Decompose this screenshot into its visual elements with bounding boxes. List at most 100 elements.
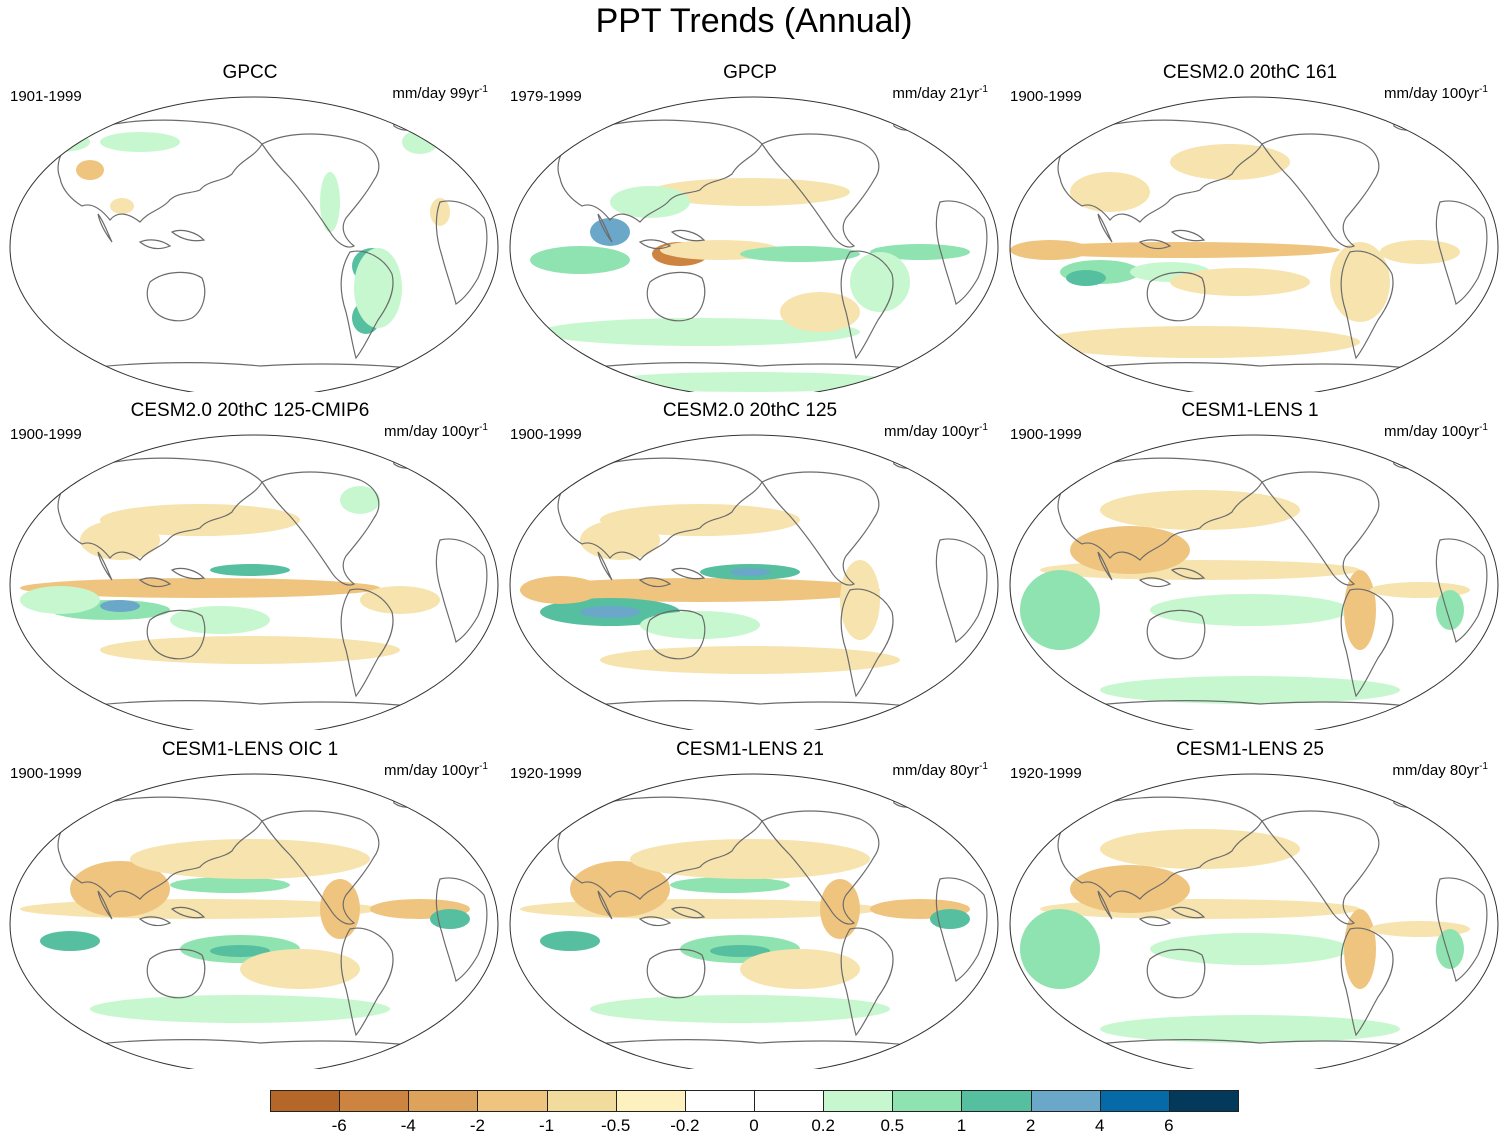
coastline — [1146, 271, 1206, 322]
colorbar-swatch — [270, 1090, 341, 1112]
map-outline — [1009, 773, 1499, 1069]
panel-units-exponent: -1 — [979, 84, 988, 95]
trend-region — [630, 839, 870, 879]
trend-region — [360, 586, 440, 614]
map-panel: CESM2.0 20thC 161 1900-1999 mm/day 100yr-1 — [1000, 62, 1500, 392]
panel-units: mm/day 100yr-1 — [384, 422, 488, 440]
world-map — [1009, 96, 1499, 392]
coastline — [935, 877, 988, 982]
trend-region — [1020, 909, 1100, 989]
map-panel: CESM1-LENS 25 1920-1999 mm/day 80yr-1 — [1000, 739, 1500, 1069]
trend-region — [580, 606, 640, 618]
world-map — [509, 434, 999, 730]
panel-units-base: mm/day 100yr — [884, 423, 980, 440]
colorbar-tick-label: -0.5 — [601, 1116, 631, 1135]
trend-region — [40, 931, 100, 951]
coastline — [646, 271, 706, 322]
colorbar-swatch — [754, 1090, 825, 1112]
coastline — [340, 588, 394, 698]
coastline — [646, 948, 706, 999]
coastline — [59, 700, 441, 711]
coastline — [1170, 229, 1206, 242]
colorbar-tick-label: 1 — [956, 1116, 967, 1135]
trend-region — [740, 949, 860, 989]
coastline — [1097, 213, 1113, 243]
trend-region — [110, 198, 134, 214]
coastline — [391, 447, 425, 469]
coastline — [559, 362, 941, 373]
trend-region — [320, 172, 340, 232]
coastline — [170, 567, 206, 580]
trend-region — [90, 995, 390, 1023]
colorbar-swatch — [892, 1090, 963, 1112]
coastline — [1138, 916, 1172, 927]
panel-units-base: mm/day 100yr — [1384, 85, 1480, 102]
trend-region — [1100, 490, 1300, 530]
trend-region — [730, 568, 770, 576]
trend-region — [130, 839, 370, 879]
coastline — [146, 271, 206, 322]
coastline — [557, 119, 763, 223]
colorbar-swatch — [961, 1090, 1032, 1112]
coastline — [57, 119, 263, 223]
coastline — [891, 786, 925, 808]
coastline — [1146, 948, 1206, 999]
colorbar-tick-label: 4 — [1094, 1116, 1105, 1135]
colorbar-tick-label: 0.5 — [880, 1116, 905, 1135]
panel-units-base: mm/day 21yr — [892, 85, 980, 102]
map-panel: CESM1-LENS 21 1920-1999 mm/day 80yr-1 — [500, 739, 1000, 1069]
coastline — [1391, 786, 1425, 808]
coastline — [840, 588, 894, 698]
world-map — [9, 773, 499, 1069]
coastline — [638, 577, 672, 588]
panel-title: GPCP — [723, 62, 777, 83]
coastline — [1261, 810, 1380, 925]
coastline — [935, 538, 988, 643]
coastline — [340, 250, 394, 360]
trend-region — [520, 578, 880, 602]
coastline — [1138, 239, 1172, 250]
coastline — [97, 213, 113, 243]
coastline — [670, 567, 706, 580]
trend-region — [540, 931, 600, 951]
trend-region — [820, 879, 860, 939]
trend-region — [1170, 268, 1310, 296]
coastline — [57, 796, 263, 900]
map-panel: CESM1-LENS OIC 1 1900-1999 mm/day 100yr-1 — [0, 739, 500, 1069]
coastline — [559, 700, 941, 711]
world-map — [1009, 434, 1499, 730]
trend-region — [100, 132, 180, 152]
world-map — [9, 434, 499, 730]
trend-region — [650, 178, 850, 206]
world-map — [509, 96, 999, 392]
coastline — [670, 906, 706, 919]
coastline — [1435, 200, 1488, 305]
map-panel: GPCP 1979-1999 mm/day 21yr-1 — [500, 62, 1000, 392]
trend-region — [430, 198, 450, 226]
coastline — [57, 457, 263, 561]
colorbar-swatch — [615, 1090, 686, 1112]
trend-region — [1070, 526, 1190, 574]
coastline — [1170, 567, 1206, 580]
trend-region — [1380, 240, 1460, 264]
trend-region — [210, 564, 290, 576]
colorbar-swatch — [408, 1090, 479, 1112]
panel-period: 1920-1999 — [510, 765, 582, 782]
panel-period: 1900-1999 — [1010, 88, 1082, 105]
panel-units: mm/day 100yr-1 — [384, 761, 488, 779]
panel-period: 1901-1999 — [10, 88, 82, 105]
trend-region — [530, 246, 630, 274]
coastline — [761, 471, 880, 586]
figure-title: PPT Trends (Annual) — [595, 2, 913, 40]
panel-units-exponent: -1 — [1479, 84, 1488, 95]
panel-units-exponent: -1 — [479, 761, 488, 772]
trend-region — [1170, 144, 1290, 180]
trend-region — [1070, 865, 1190, 913]
panel-title: CESM2.0 20thC 161 — [1162, 62, 1338, 83]
colorbar-swatch — [1168, 1090, 1239, 1112]
coastline — [761, 810, 880, 925]
trend-region — [1020, 242, 1340, 258]
trend-region — [1150, 594, 1350, 626]
trend-region — [1100, 829, 1300, 869]
trend-region — [780, 292, 860, 332]
